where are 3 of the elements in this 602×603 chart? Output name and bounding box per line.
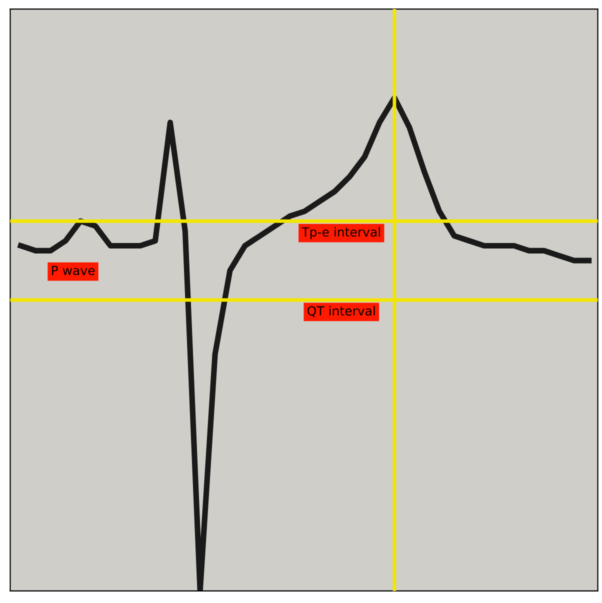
annotation: P wave — [52, 266, 95, 276]
ref-line-label: Tp-e interval — [302, 227, 380, 240]
ref-line-label: QT interval — [308, 306, 375, 318]
